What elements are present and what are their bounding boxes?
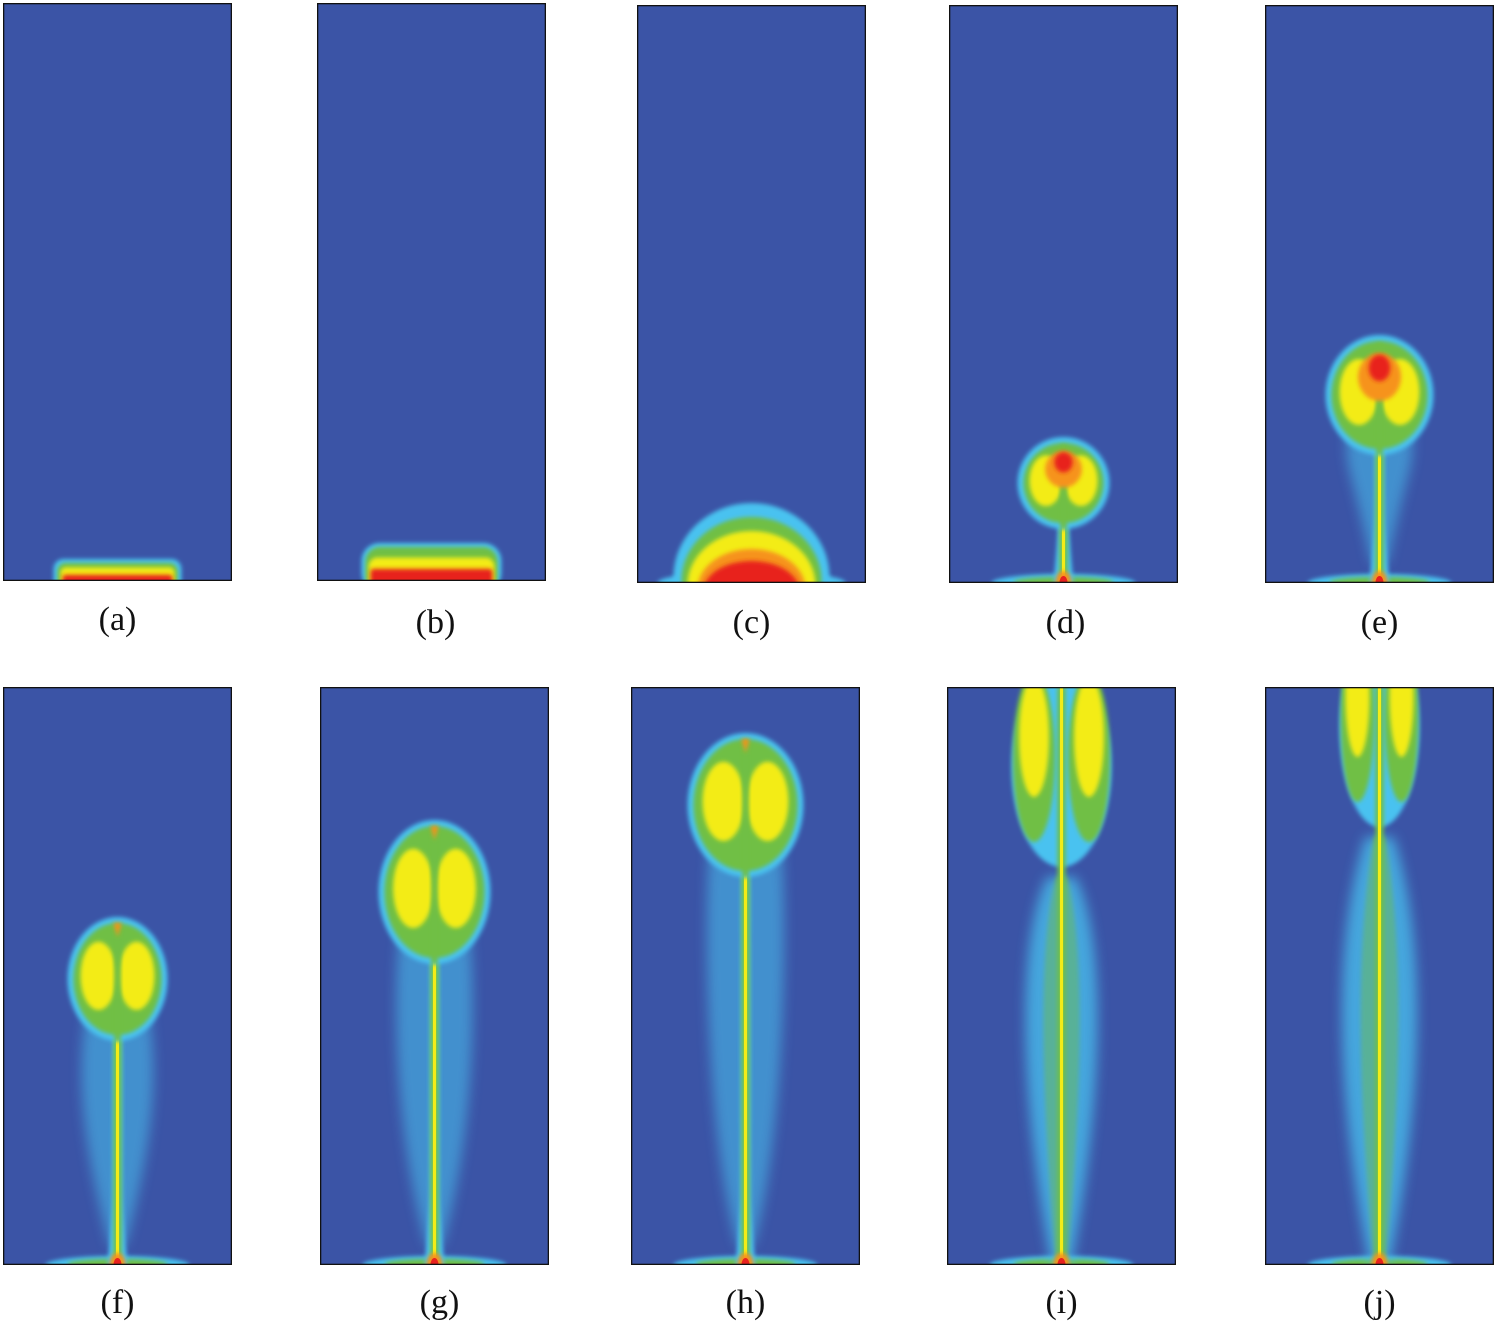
caption-g: (g) (419, 1284, 460, 1321)
plume-plot-d (949, 5, 1178, 583)
plume-plot-g (320, 687, 549, 1265)
plume-plot-i (947, 687, 1176, 1265)
plume-plot-b (317, 3, 546, 581)
panel-d (949, 5, 1178, 583)
panel-b (317, 3, 546, 581)
panel-c (637, 5, 866, 583)
caption-a: (a) (98, 601, 137, 638)
panel-i (947, 687, 1176, 1265)
panel-j (1265, 687, 1494, 1265)
caption-j: (j) (1363, 1284, 1396, 1321)
plume-plot-e (1265, 5, 1494, 583)
plume-plot-c (637, 5, 866, 583)
caption-h: (h) (725, 1284, 766, 1321)
caption-i: (i) (1045, 1284, 1078, 1321)
plume-plot-j (1265, 687, 1494, 1265)
panel-h (631, 687, 860, 1265)
caption-d: (d) (1045, 604, 1086, 641)
panel-g (320, 687, 549, 1265)
plume-plot-h (631, 687, 860, 1265)
plume-plot-f (3, 687, 232, 1265)
caption-f: (f) (100, 1284, 135, 1321)
panel-f (3, 687, 232, 1265)
panel-e (1265, 5, 1494, 583)
plume-plot-a (3, 3, 232, 581)
panel-a (3, 3, 232, 581)
caption-c: (c) (732, 604, 771, 641)
caption-e: (e) (1360, 604, 1399, 641)
caption-b: (b) (415, 604, 456, 641)
